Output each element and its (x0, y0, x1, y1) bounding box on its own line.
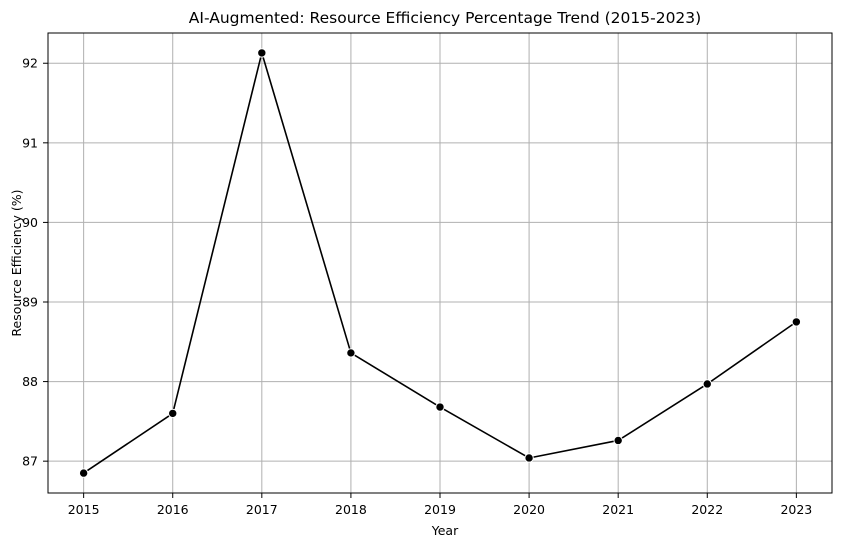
x-tick-label: 2022 (691, 502, 723, 517)
y-tick-label: 92 (22, 56, 38, 71)
x-tick-label: 2016 (157, 502, 189, 517)
series (78, 48, 802, 478)
data-point (435, 402, 445, 412)
y-axis-label: Resource Efficiency (%) (9, 189, 24, 336)
data-point (702, 379, 712, 389)
x-axis-label: Year (431, 523, 459, 538)
y-tick-label: 90 (22, 215, 38, 230)
x-tick-label: 2023 (780, 502, 812, 517)
data-point (613, 435, 623, 446)
y-tick-label: 89 (22, 294, 38, 309)
y-tick-label: 91 (22, 135, 38, 150)
x-tick-label: 2017 (246, 502, 278, 517)
plot-frame (47, 32, 833, 494)
y-tick-label: 88 (22, 374, 38, 389)
x-tick-label: 2015 (68, 502, 100, 517)
data-point (257, 48, 267, 58)
chart-title: AI-Augmented: Resource Efficiency Percen… (189, 9, 701, 27)
y-tick-label: 87 (22, 454, 38, 469)
x-tick-label: 2018 (335, 502, 367, 517)
grid (48, 33, 832, 493)
data-point (791, 317, 802, 327)
x-tick-label: 2020 (513, 502, 545, 517)
axis-ticks: 2015 2016 2017 2018 2019 2020 2021 2022 2023 87 88… (22, 56, 812, 517)
data-point (524, 453, 534, 463)
x-tick-label: 2019 (424, 502, 456, 517)
data-point (346, 348, 356, 358)
x-tick-label: 2021 (602, 502, 634, 517)
data-point (168, 408, 178, 419)
data-point (78, 468, 89, 478)
